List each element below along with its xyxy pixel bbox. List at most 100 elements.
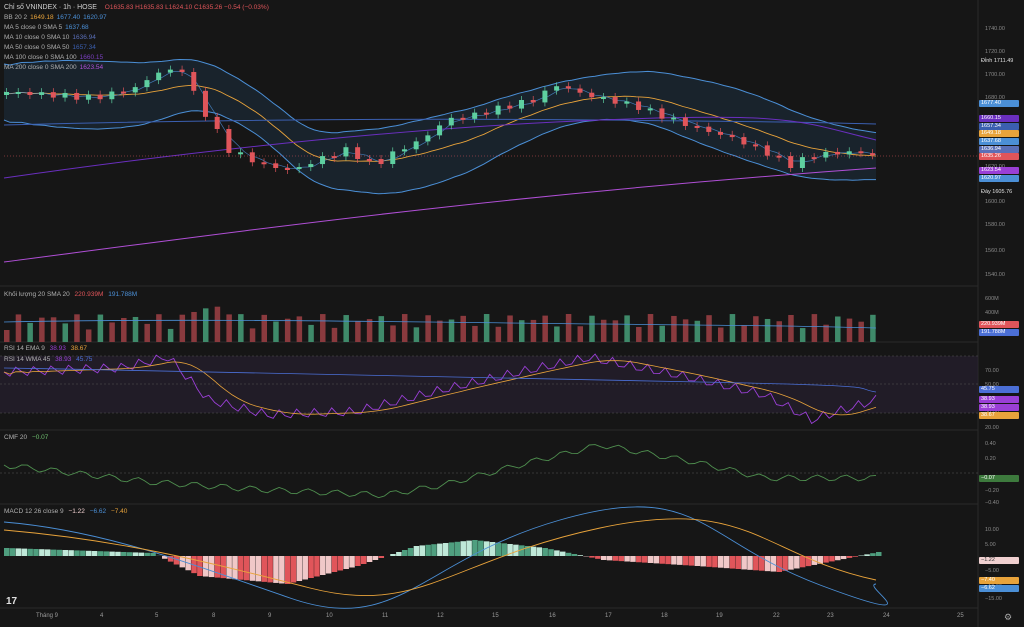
gear-icon[interactable]: ⚙ <box>1004 612 1013 622</box>
volume-bar <box>249 328 256 342</box>
time-tick: 10 <box>326 613 333 619</box>
bollinger-upper-line <box>3 58 877 134</box>
macd-histogram-bar <box>559 551 566 556</box>
volume-tag: 220.939M <box>979 321 1019 328</box>
tradingview-logo-icon[interactable]: 17 <box>6 596 18 607</box>
indicator-value: 1623.54 <box>79 64 104 71</box>
macd-histogram-bar <box>712 556 718 568</box>
macd-histogram-bar <box>284 556 291 584</box>
volume-legend: Khối lượng 20 SMA 20 220.939M 191.788M <box>4 291 138 298</box>
macd-histogram-bar <box>571 554 578 556</box>
macd-histogram-bar <box>612 556 619 561</box>
cmf-legend: CMF 20 −0.07 <box>4 434 49 441</box>
macd-tick: 10.00 <box>985 527 999 533</box>
volume-bar <box>97 314 104 342</box>
volume-bar <box>202 308 209 342</box>
price-tag: 1635.26 <box>979 153 1019 160</box>
candle-body <box>191 72 197 91</box>
volume-bar <box>600 319 607 342</box>
macd-histogram-bar <box>483 541 490 556</box>
macd-histogram-bar <box>600 556 607 560</box>
volume-bar <box>15 314 22 342</box>
candle-body <box>132 87 138 93</box>
candle-body <box>647 108 653 111</box>
indicator-legend-row[interactable]: BB 20 2 1649.18 1677.40 1620.97 <box>4 13 110 23</box>
macd-histogram-bar <box>758 556 765 571</box>
macd-histogram-bar <box>273 556 279 583</box>
candle-body <box>261 162 267 165</box>
price-tag: 1637.68 <box>979 138 1019 145</box>
indicator-value: 1636.94 <box>72 34 96 41</box>
macd-histogram-bar <box>577 555 584 556</box>
time-tick: 23 <box>827 613 834 619</box>
macd-histogram-bar <box>255 556 262 582</box>
macd-histogram-bar <box>290 556 297 583</box>
volume-bar <box>542 315 548 342</box>
macd-histogram-bar <box>454 541 461 556</box>
candle-body <box>659 108 665 119</box>
rsi-wma-line <box>3 367 877 393</box>
macd-histogram-bar <box>624 556 630 562</box>
candle-body <box>799 157 805 168</box>
indicator-legend-row[interactable]: MA 100 close 0 SMA 100 1660.15 <box>4 53 110 63</box>
volume-bar <box>214 306 221 342</box>
volume-bar <box>835 316 841 342</box>
price-tick: 1580.00 <box>985 222 1005 228</box>
macd-histogram-bar <box>121 552 127 556</box>
volume-bar <box>612 320 619 342</box>
macd-histogram-bar <box>407 548 414 556</box>
macd-histogram-bar <box>33 549 39 556</box>
macd-histogram-bar <box>840 556 847 560</box>
volume-bar <box>659 325 665 342</box>
sma50-line <box>3 118 877 126</box>
macd-histogram-bar <box>74 550 80 556</box>
macd-histogram-bar <box>372 556 379 560</box>
macd-histogram-bar <box>396 552 402 556</box>
macd-histogram-bar <box>126 552 133 556</box>
indicator-legend-row[interactable]: MA 10 close 0 SMA 10 1636.94 <box>4 33 110 43</box>
volume-bar <box>495 326 502 342</box>
candle-body <box>366 158 372 161</box>
candle-body <box>15 91 21 94</box>
volume-bar <box>226 314 232 342</box>
sma100-line <box>3 116 877 179</box>
volume-bar <box>109 322 115 342</box>
rsi-tag: 45.75 <box>979 386 1019 393</box>
macd-histogram-bar <box>261 556 268 582</box>
volume-bar <box>191 311 197 342</box>
volume-bar <box>132 316 139 342</box>
candle-body <box>460 117 466 120</box>
indicator-value: 1657.34 <box>72 44 96 51</box>
candle-body <box>202 90 208 117</box>
macd-histogram-bar <box>542 548 548 556</box>
time-tick: 18 <box>661 613 668 619</box>
volume-bar <box>261 314 268 342</box>
macd-histogram-bar <box>220 556 227 579</box>
indicator-legend-row[interactable]: MA 200 close 0 SMA 200 1623.54 <box>4 63 110 73</box>
indicator-legend-row[interactable]: MA 5 close 0 SMA 5 1637.68 <box>4 23 110 33</box>
indicator-label: MA 50 close 0 SMA 50 <box>4 44 70 51</box>
volume-bar <box>27 322 33 342</box>
indicator-value: 1660.15 <box>79 54 104 61</box>
candle-body <box>589 92 595 98</box>
volume-bar <box>671 315 677 342</box>
volume-bar <box>706 315 712 342</box>
volume-bar <box>401 314 408 342</box>
macd-histogram-bar <box>507 544 513 556</box>
macd-histogram-bar <box>472 540 478 556</box>
volume-bar <box>460 315 466 342</box>
macd-histogram-bar <box>788 556 794 570</box>
macd-histogram-bar <box>782 556 788 571</box>
price-tick: 1560.00 <box>985 248 1005 254</box>
macd-histogram-bar <box>799 556 806 568</box>
volume-bar <box>238 314 244 342</box>
price-tag: 1660.15 <box>979 115 1019 122</box>
macd-histogram-bar <box>343 556 349 569</box>
indicator-legend-row[interactable]: MA 50 close 0 SMA 50 1657.34 <box>4 43 110 53</box>
macd-histogram-bar <box>349 556 355 568</box>
volume-bar <box>483 314 490 342</box>
volume-bar <box>776 321 783 342</box>
macd-tag: −7.40 <box>979 577 1019 584</box>
volume-bar <box>179 314 186 342</box>
